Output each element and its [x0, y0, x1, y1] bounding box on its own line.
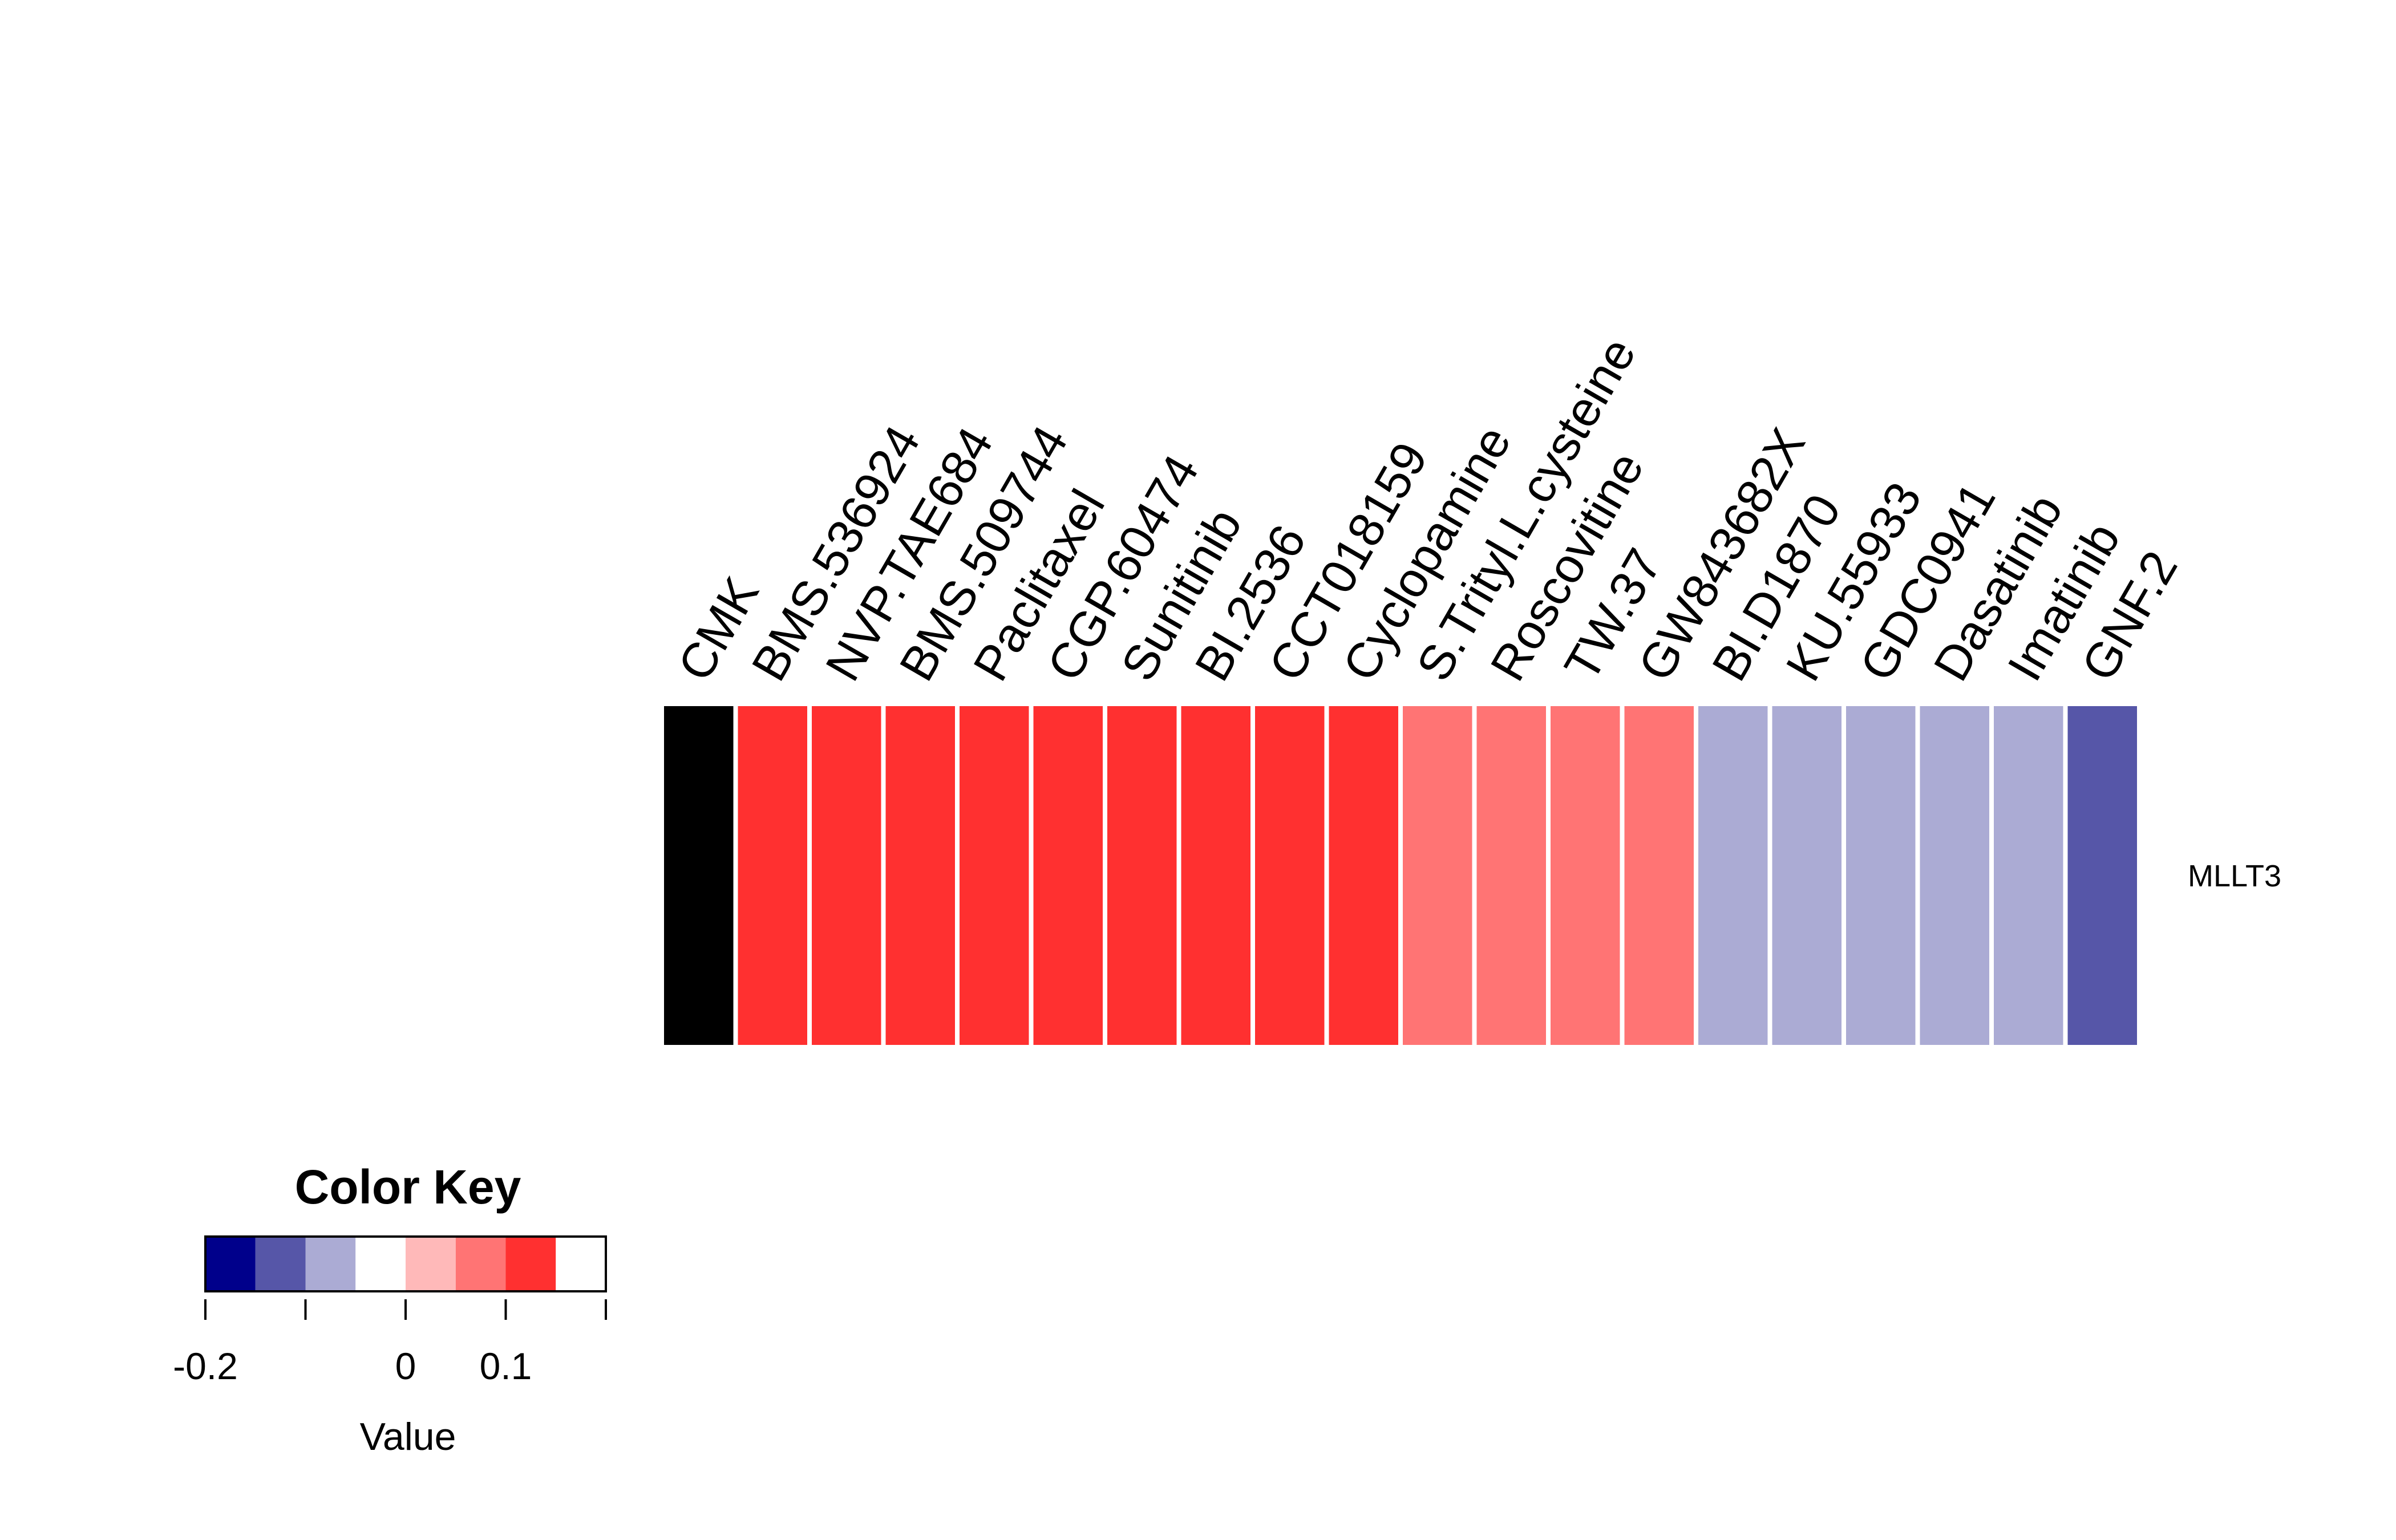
color-key-swatches	[205, 1237, 556, 1291]
heatmap-cell-tw-37-mllt3	[1551, 706, 1620, 1045]
color-key-swatch	[355, 1237, 406, 1291]
color-key-tick-label: 0.1	[480, 1345, 532, 1387]
heatmap-cell-cyclopamine-mllt3	[1329, 706, 1398, 1045]
color-key-border	[204, 1235, 607, 1292]
color-key-tick-label: 0	[395, 1345, 416, 1387]
heatmap-cell-cgp-60474-mllt3	[1033, 706, 1103, 1045]
color-key-swatch	[305, 1237, 356, 1291]
heatmap-cell-roscovitine-mllt3	[1476, 706, 1546, 1045]
heatmap-cell-dasatinib-mllt3	[1920, 706, 1989, 1045]
heatmap-cell-nvp-tae684-mllt3	[812, 706, 881, 1045]
heatmap-cell-gw843682x-mllt3	[1624, 706, 1694, 1045]
color-key-tick-label: -0.2	[173, 1345, 238, 1387]
column-label-cmk: CMK	[667, 568, 770, 690]
color-key-swatch	[505, 1237, 556, 1291]
heatmap-cell-paclitaxel-mllt3	[960, 706, 1029, 1045]
color-key: Color Key -0.2 0 0.1 Value	[173, 1160, 607, 1458]
heatmap-cell-gdc0941-mllt3	[1846, 706, 1916, 1045]
color-key-title: Color Key	[295, 1160, 521, 1214]
row-label-mllt3: MLLT3	[2188, 859, 2281, 893]
heatmap-cell-bms-536924-mllt3	[738, 706, 807, 1045]
color-key-swatch	[255, 1237, 306, 1291]
color-key-swatch	[406, 1237, 456, 1291]
heatmap-cell-sunitinib-mllt3	[1107, 706, 1177, 1045]
heatmap-cell-bi-2536-mllt3	[1181, 706, 1250, 1045]
heatmap-cell-imatinib-mllt3	[1994, 706, 2063, 1045]
color-key-ticks: -0.2 0 0.1	[173, 1299, 607, 1387]
heatmap-cell-ku-55933-mllt3	[1772, 706, 1841, 1045]
color-key-swatch	[205, 1237, 256, 1291]
heatmap-cell-gnf-2-mllt3	[2067, 706, 2137, 1045]
heatmap-cell-cct018159-mllt3	[1255, 706, 1325, 1045]
color-key-swatch	[455, 1237, 506, 1291]
heatmap-cell-cmk-mllt3	[664, 706, 734, 1045]
heatmap-cell-bi-d1870-mllt3	[1698, 706, 1768, 1045]
heatmap-cells	[664, 706, 2137, 1045]
row-labels: MLLT3	[2188, 859, 2281, 893]
color-key-axis-label: Value	[360, 1415, 456, 1458]
column-labels: CMKBMS.536924NVP.TAE684BMS.509744Paclita…	[667, 329, 2188, 690]
heatmap-cell-s-trityl-l-cysteine-mllt3	[1403, 706, 1472, 1045]
heatmap-cell-bms-509744-mllt3	[885, 706, 955, 1045]
